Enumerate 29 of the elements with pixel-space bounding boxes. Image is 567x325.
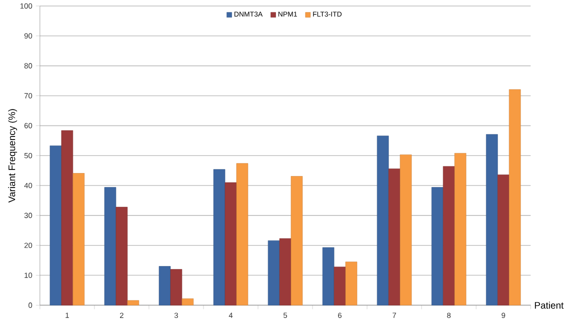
bar [213, 169, 226, 306]
x-axis-title: Patient [534, 302, 564, 309]
bar [268, 240, 280, 306]
bar [158, 266, 171, 306]
bar [236, 163, 248, 306]
bar [279, 238, 292, 306]
bar [345, 262, 358, 306]
bar [376, 136, 389, 306]
bar [400, 154, 412, 306]
bar [224, 182, 237, 306]
bar [498, 174, 510, 306]
bar [116, 206, 128, 306]
bar [432, 187, 444, 306]
bar [182, 298, 194, 306]
bar [72, 173, 85, 306]
bar [104, 187, 116, 306]
bar [442, 166, 455, 306]
bar [508, 89, 521, 306]
bar [322, 247, 334, 306]
bar [61, 130, 74, 306]
y-axis-title: Variant Frequency (%) [8, 109, 18, 203]
bar [170, 269, 182, 306]
bar [334, 266, 346, 306]
bar [50, 145, 62, 306]
bar [454, 152, 466, 306]
bar [486, 134, 498, 306]
bar [127, 300, 140, 306]
bar [388, 168, 400, 306]
bar [290, 176, 303, 306]
